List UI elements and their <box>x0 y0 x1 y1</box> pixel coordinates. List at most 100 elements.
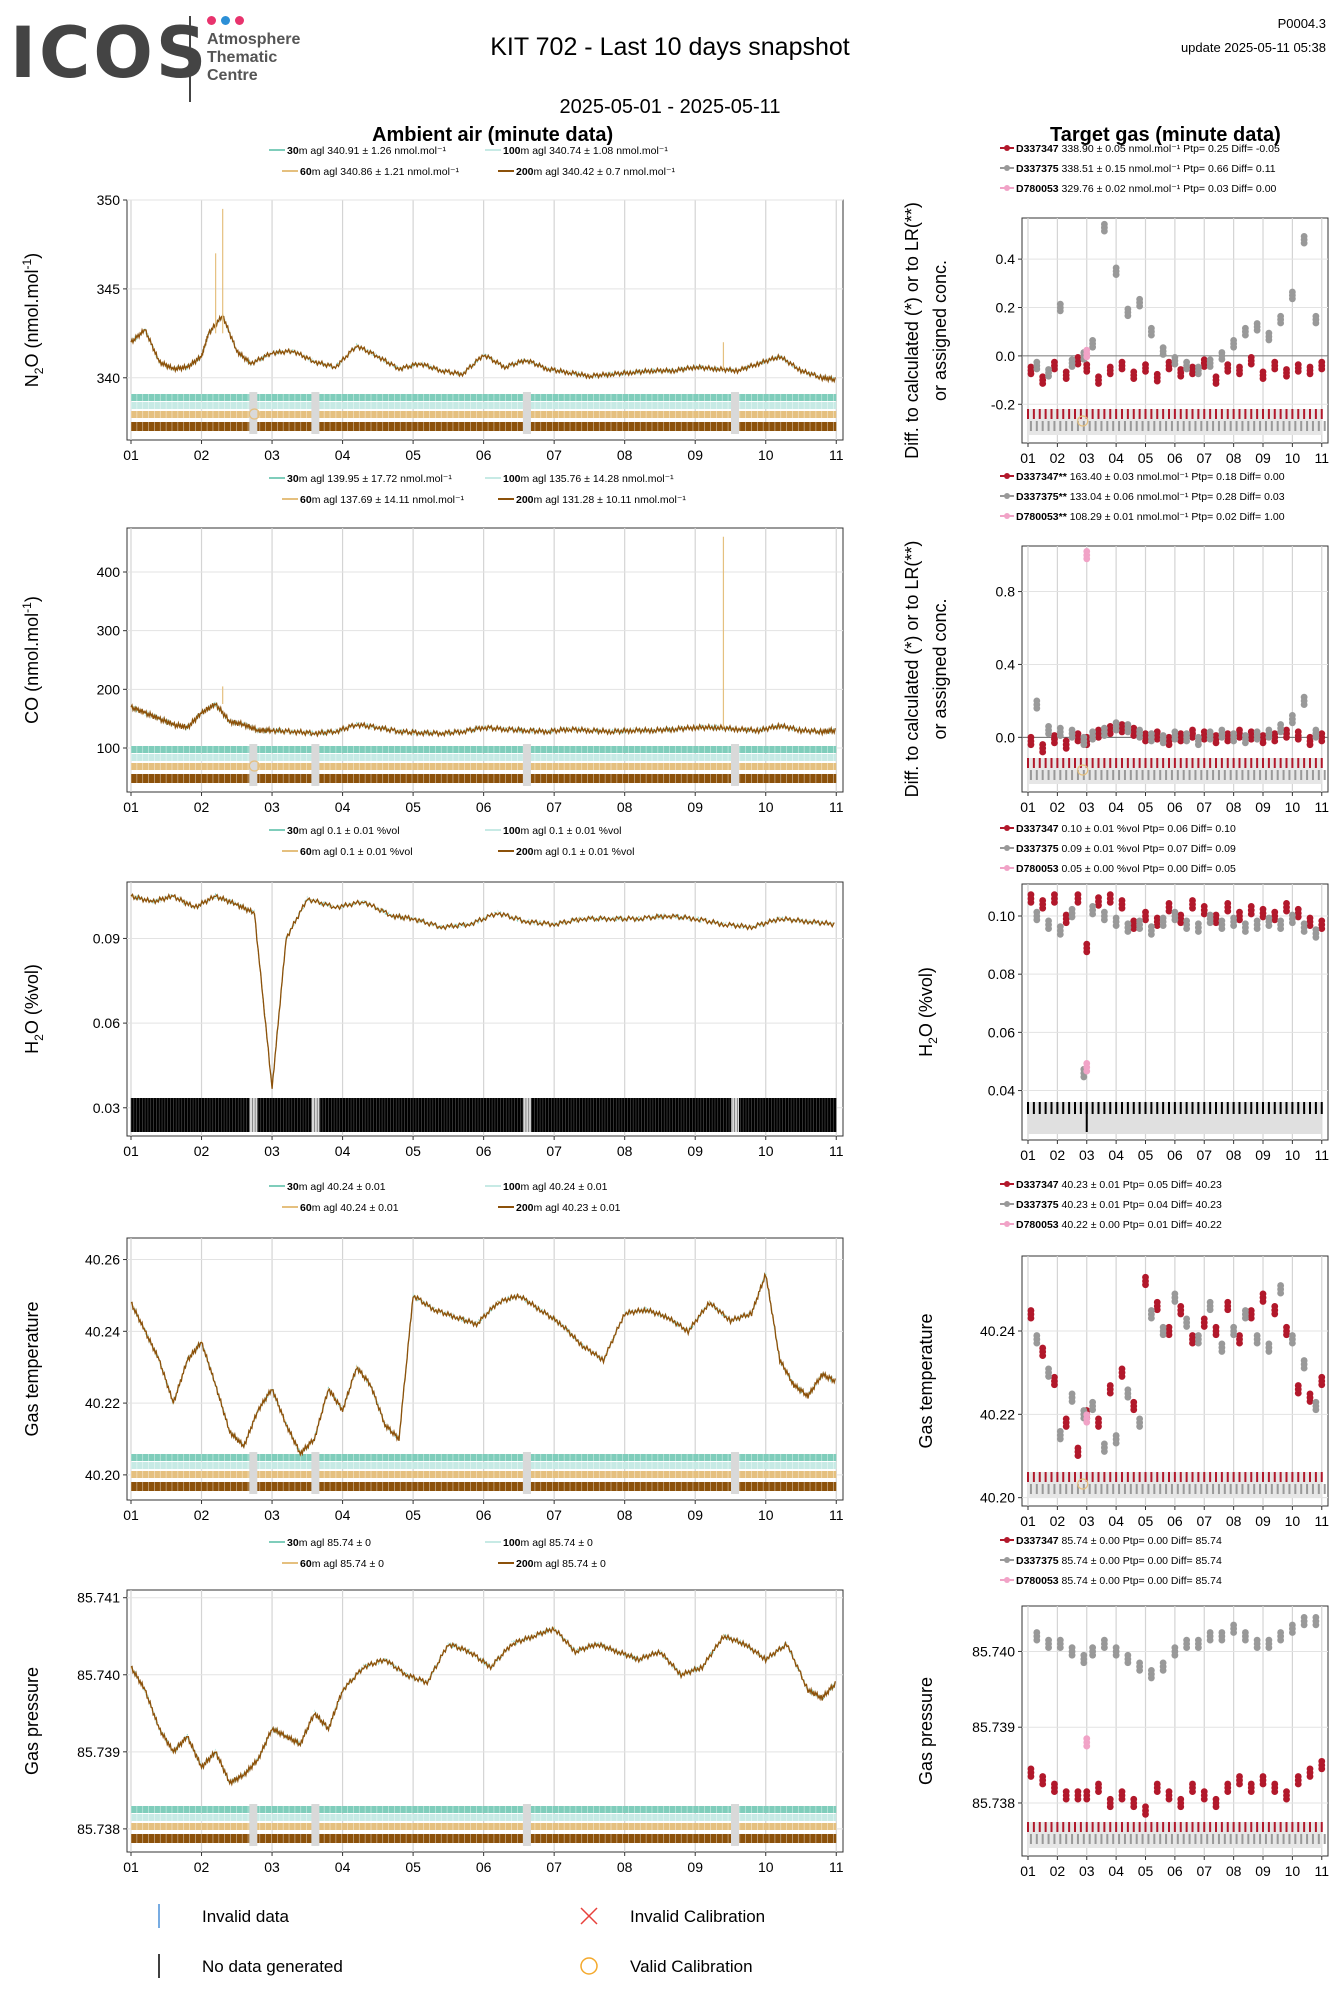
invalid-data-label: Invalid data <box>202 1907 289 1926</box>
target-temp-data-point <box>1189 1332 1196 1339</box>
ambient-co-xtick-label: 07 <box>546 799 562 815</box>
target-h2o-data-point <box>1112 914 1120 922</box>
target-co-data-point <box>1259 732 1267 739</box>
legend-entry-D780053: D780053 40.22 ± 0.00 Ptp= 0.01 Diff= 40.… <box>1016 1219 1222 1231</box>
target-h2o-data-point <box>1200 902 1208 910</box>
target-temp-data-point <box>1241 1307 1249 1314</box>
target-pres-data-point <box>1271 1780 1279 1788</box>
legend-entry-D337375: D337375 338.51 ± 0.15 nmol.mol⁻¹ Ptp= 0.… <box>1016 163 1276 175</box>
ambient-n2o-valid-calibration-marker <box>248 408 261 420</box>
target-n2o-xtick-label: 06 <box>1167 450 1183 466</box>
ambient-h2o-xtick-label: 04 <box>335 1143 351 1159</box>
target-h2o-data-point <box>1089 902 1097 910</box>
target-temp-data-point <box>1130 1398 1138 1406</box>
ambient-pres-xtick-label: 08 <box>617 1859 633 1875</box>
target-pres-data-point <box>1194 1636 1202 1644</box>
ambient-n2o-series-line <box>130 314 836 384</box>
target-n2o-data-point <box>1300 232 1308 240</box>
target-temp-data-point <box>1194 1332 1202 1339</box>
target-co-data-point <box>1212 732 1220 739</box>
target-n2o-xtick-label: 04 <box>1108 450 1124 466</box>
target-n2o-data-point <box>1312 312 1320 320</box>
icos-logo: ICOS <box>10 12 210 94</box>
target-temp-data-point <box>1033 1332 1041 1339</box>
legend-entry-30: 30m agl 40.24 ± 0.01 <box>287 1181 386 1193</box>
target-temp-data-point <box>1165 1323 1173 1331</box>
target-temp-data-point <box>1200 1315 1208 1323</box>
target-pres-data-point <box>1039 1773 1047 1780</box>
target-temp-data-point <box>1074 1444 1082 1452</box>
ambient-h2o-xtick-label: 03 <box>264 1143 280 1159</box>
ambient-co-ytick-label: 400 <box>97 564 121 580</box>
no-data-label: No data generated <box>202 1957 343 1976</box>
target-n2o-data-point <box>1153 370 1161 378</box>
ambient-temp-xtick-label: 01 <box>123 1507 139 1523</box>
logo-sub-line-1: Atmosphere <box>207 31 301 48</box>
legend-point-D337375 <box>1004 165 1010 171</box>
target-co-data-point <box>1271 730 1279 738</box>
ambient-h2o-ytick-label: 0.09 <box>93 930 120 946</box>
ambient-n2o-xtick-label: 10 <box>758 447 774 463</box>
legend-point-D337375 <box>1004 845 1010 851</box>
target-co-data-point <box>1241 732 1249 739</box>
ambient-header: Ambient air (minute data) <box>372 124 614 146</box>
legend-entry-60: 60m agl 40.24 ± 0.01 <box>300 1202 399 1214</box>
target-h2o-ytick-label: 0.06 <box>988 1024 1015 1040</box>
target-pres-data-point <box>1277 1629 1285 1636</box>
target-temp-xtick-label: 05 <box>1138 1513 1154 1529</box>
target-n2o-xtick-label: 01 <box>1020 450 1036 466</box>
target-n2o-data-point <box>1265 329 1273 337</box>
target-n2o-ytick-label: 0.0 <box>996 348 1016 364</box>
target-pres-data-point <box>1062 1788 1070 1796</box>
ambient-n2o-xtick-label: 07 <box>546 447 562 463</box>
target-n2o-data-point <box>1147 324 1155 332</box>
ambient-pres-xtick-label: 05 <box>405 1859 421 1875</box>
target-temp-data-point <box>1056 1428 1064 1435</box>
ambient-n2o-valid-band <box>131 394 837 401</box>
target-h2o-data-point <box>1277 917 1285 925</box>
target-h2o-data-point <box>1171 908 1179 916</box>
ambient-co-xtick-label: 03 <box>264 799 280 815</box>
ambient-co-xtick-label: 05 <box>405 799 421 815</box>
target-h2o-ytick-label: 0.10 <box>988 908 1015 924</box>
legend-point-D780053 <box>1004 185 1010 191</box>
ambient-h2o-xtick-label: 05 <box>405 1143 421 1159</box>
target-pres-data-point <box>1130 1795 1138 1803</box>
ambient-n2o-gap-band <box>522 392 531 434</box>
target-pres-xtick-label: 04 <box>1108 1863 1124 1879</box>
target-n2o-data-point <box>1200 356 1208 364</box>
target-co-data-point <box>1153 728 1161 736</box>
target-co-ytick-label: 0.4 <box>996 656 1016 672</box>
target-n2o-data-point <box>1142 361 1149 369</box>
target-co-data-point <box>1306 733 1314 741</box>
legend-entry-60: 60m agl 0.1 ± 0.01 %vol <box>300 846 413 858</box>
ambient-h2o-xtick-label: 10 <box>758 1143 774 1159</box>
target-pres-xtick-label: 11 <box>1314 1863 1329 1879</box>
target-h2o-data-point <box>1142 908 1149 916</box>
target-n2o-xtick-label: 05 <box>1138 450 1154 466</box>
legend-point-D337347 <box>1004 473 1010 479</box>
legend-entry-60: 60m agl 137.69 ± 14.11 nmol.mol⁻¹ <box>300 494 465 506</box>
target-temp-data-point <box>1283 1323 1290 1331</box>
legend-point-D780053 <box>1004 1221 1010 1227</box>
legend-entry-D337347: D337347 338.90 ± 0.05 nmol.mol⁻¹ Ptp= 0.… <box>1016 143 1280 155</box>
target-temp-ylabel: Gas temperature <box>916 1313 936 1448</box>
target-n2o-data-point <box>1165 358 1173 366</box>
ambient-n2o-valid-band <box>131 422 837 431</box>
legend-entry-D337375: D337375** 133.04 ± 0.06 nmol.mol⁻¹ Ptp= … <box>1016 491 1285 503</box>
target-pres-xtick-label: 07 <box>1196 1863 1212 1879</box>
ambient-temp-xtick-label: 03 <box>264 1507 280 1523</box>
target-pres-data-point <box>1124 1651 1132 1659</box>
target-temp-xtick-label: 09 <box>1255 1513 1271 1529</box>
ambient-temp-xtick-label: 10 <box>758 1507 774 1523</box>
target-co-xtick-label: 01 <box>1020 799 1036 815</box>
target-co-data-point <box>1294 728 1302 736</box>
target-h2o-data-point <box>1259 905 1267 913</box>
ambient-pres-series-line <box>130 1626 836 1784</box>
target-h2o-data-point <box>1095 894 1102 902</box>
legend-point-D337375 <box>1004 1201 1010 1207</box>
target-h2o-data-point <box>1074 891 1082 899</box>
target-co-data-point <box>1130 724 1138 732</box>
page-code: P0004.3 <box>1277 16 1326 31</box>
